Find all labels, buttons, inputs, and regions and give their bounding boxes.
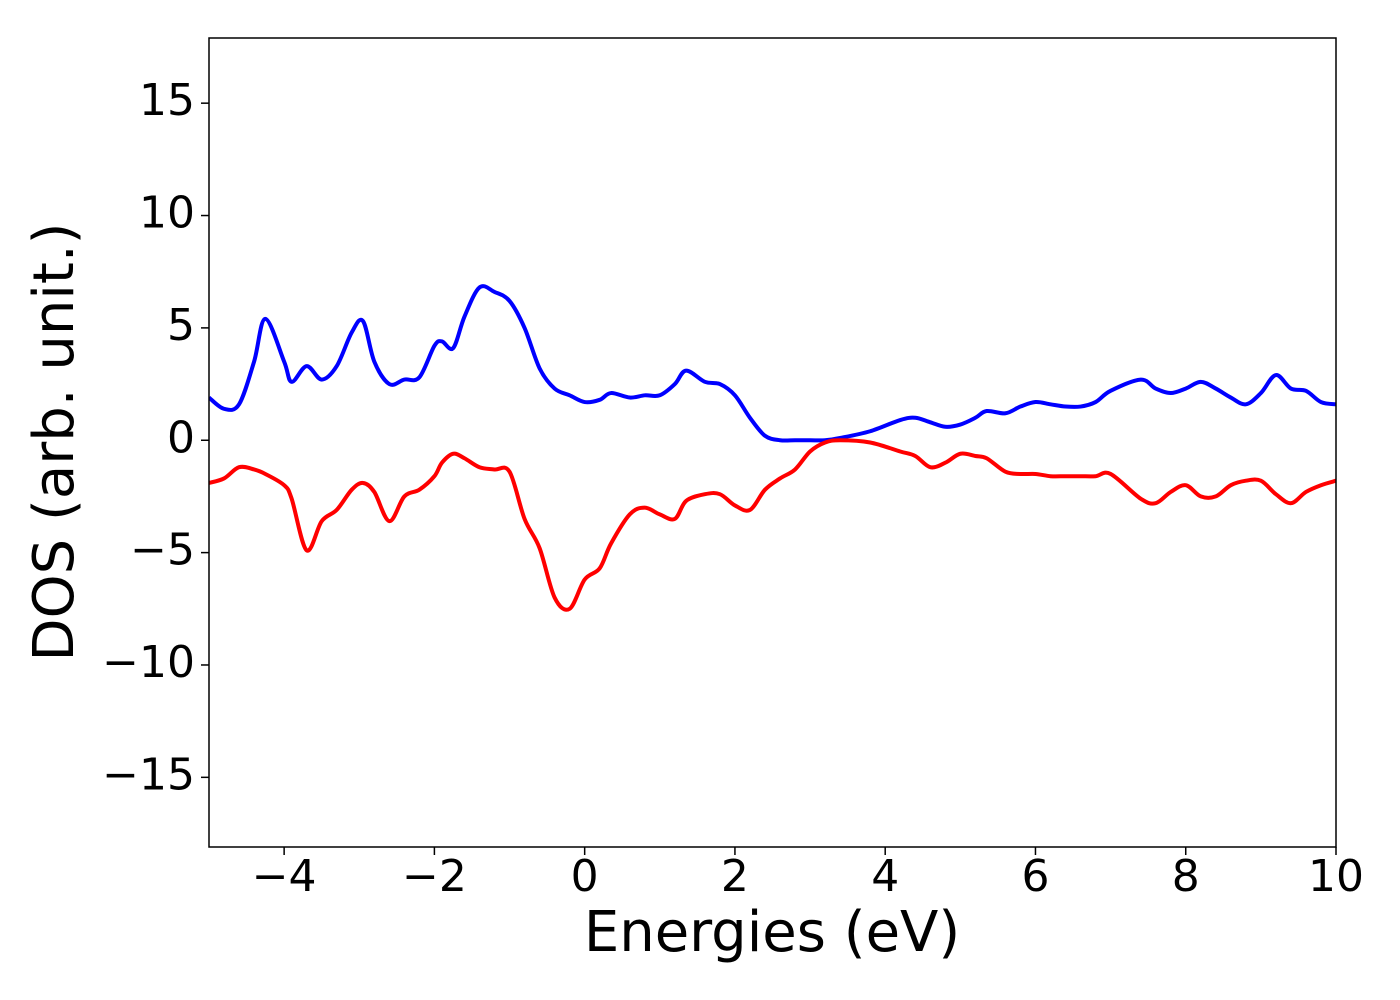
y-tick-label: 10 — [139, 188, 195, 239]
x-tick-label: 6 — [1021, 851, 1049, 902]
y-axis-label: DOS (arb. unit.) — [22, 222, 87, 661]
plot-lines — [209, 284, 1336, 612]
plot-frame — [208, 37, 1337, 848]
x-tick-label: 10 — [1308, 851, 1364, 902]
y-tick-label: −5 — [130, 525, 195, 576]
y-tick-label: 0 — [167, 412, 195, 463]
y-tick-label: 5 — [167, 300, 195, 351]
x-tick-label: 0 — [571, 851, 599, 902]
x-axis-label: Energies (eV) — [584, 900, 960, 965]
x-tick-label: 8 — [1172, 851, 1200, 902]
y-tick-label: 15 — [139, 75, 195, 126]
y-tick-label: −10 — [102, 637, 195, 688]
x-tick-label: −2 — [402, 851, 467, 902]
data-line — [209, 438, 1336, 612]
x-tick-label: −4 — [252, 851, 317, 902]
y-tick-label: −15 — [102, 749, 195, 800]
x-tick-label: 4 — [871, 851, 899, 902]
data-line — [209, 284, 1336, 443]
x-tick-label: 2 — [721, 851, 749, 902]
